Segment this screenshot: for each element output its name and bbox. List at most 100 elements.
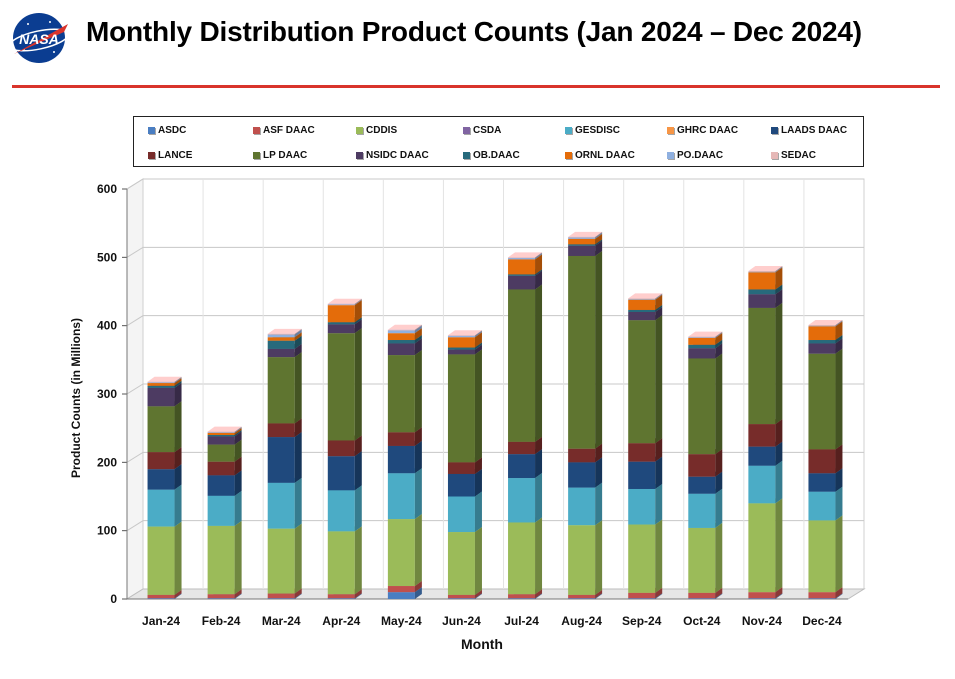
bar-segment	[268, 423, 295, 437]
bar-segment	[568, 488, 595, 526]
bar-segment-side	[475, 492, 482, 533]
y-tick-label: 300	[97, 387, 117, 401]
bar-segment	[448, 532, 475, 595]
bar-segment	[808, 354, 835, 450]
bar-segment	[568, 244, 595, 245]
bar-segment	[328, 490, 355, 531]
bar-segment	[208, 445, 235, 462]
bar-segment	[568, 239, 595, 244]
y-tick-label: 0	[110, 592, 117, 606]
bar-segment	[628, 312, 655, 320]
bar-segment	[628, 299, 655, 300]
bar-segment-side	[535, 517, 542, 594]
bar-segment	[448, 350, 475, 355]
bar-segment	[148, 595, 175, 598]
bar-segment	[628, 300, 655, 310]
bar-segment	[328, 598, 355, 599]
bar-segment	[268, 334, 295, 335]
bar-segment-side	[295, 352, 302, 423]
bar-segment-side	[175, 401, 182, 452]
bar-segment	[748, 289, 775, 294]
x-tick-label: Jul-24	[504, 614, 539, 628]
x-tick-label: Dec-24	[802, 614, 842, 628]
bar-segment-side	[355, 485, 362, 531]
bar-segment	[508, 454, 535, 478]
bar-segment	[688, 338, 715, 345]
bar-segment	[268, 341, 295, 349]
bar-segment	[688, 494, 715, 528]
bar-segment	[148, 452, 175, 469]
bar-segment	[688, 477, 715, 494]
bar-segment	[148, 386, 175, 388]
bar-segment	[328, 324, 355, 333]
bar-segment	[808, 598, 835, 599]
bar-segment-side	[655, 484, 662, 525]
x-tick-label: Feb-24	[202, 614, 241, 628]
bar-segment	[208, 462, 235, 476]
bar-segment	[328, 594, 355, 598]
bar-segment-side	[655, 520, 662, 593]
bar-segment-side	[415, 468, 422, 519]
bar-segment-side	[715, 523, 722, 593]
bar-segment	[208, 432, 235, 433]
bar-segment	[568, 525, 595, 595]
bar-segment	[148, 490, 175, 527]
bar-segment	[268, 349, 295, 357]
bar-segment	[628, 462, 655, 489]
bar-segment-side	[295, 478, 302, 529]
bar-segment-side	[835, 487, 842, 521]
bar-segment	[208, 433, 235, 435]
bar-segment	[148, 406, 175, 452]
bar-segment	[808, 449, 835, 473]
bar-segment	[508, 258, 535, 259]
bar-segment-side	[475, 349, 482, 462]
bar-segment	[388, 446, 415, 473]
bar-segment	[388, 330, 415, 331]
bar-segment	[688, 345, 715, 348]
bar-segment	[148, 382, 175, 383]
bar-segment-side	[475, 527, 482, 595]
bar-segment-side	[595, 457, 602, 487]
bar-segment-side	[535, 473, 542, 522]
bar-segment-side	[775, 461, 782, 504]
bar-segment	[808, 492, 835, 521]
bar-segment	[628, 489, 655, 525]
x-tick-label: Jun-24	[442, 614, 481, 628]
bar-segment	[148, 382, 175, 383]
bar-segment-side	[355, 451, 362, 490]
bar-segment	[148, 598, 175, 599]
bar-segment	[448, 497, 475, 533]
bar-segment	[808, 592, 835, 598]
bar-segment-side	[595, 483, 602, 526]
bar-segment	[628, 443, 655, 461]
bar-segment	[328, 305, 355, 322]
bar-segment	[688, 528, 715, 593]
bar-segment	[508, 594, 535, 598]
bar-segment	[448, 335, 475, 336]
bar-segment	[748, 592, 775, 598]
x-axis-title: Month	[461, 636, 503, 652]
bar-segment	[748, 272, 775, 289]
bar-segment	[448, 354, 475, 462]
bar-segment	[688, 348, 715, 358]
bar-segment	[208, 436, 235, 444]
bar-segment	[388, 432, 415, 446]
y-tick-label: 600	[97, 182, 117, 196]
bar-segment	[448, 598, 475, 599]
bar-segment	[448, 336, 475, 337]
bar-segment	[808, 326, 835, 327]
y-tick-label: 500	[97, 250, 117, 264]
bar-segment	[508, 478, 535, 522]
bar-segment-side	[715, 489, 722, 528]
x-tick-label: Sep-24	[622, 614, 662, 628]
bar-segment	[448, 595, 475, 598]
bar-segment-side	[835, 349, 842, 450]
bar-segment	[208, 526, 235, 594]
bar-segment-side	[655, 457, 662, 489]
bar-segment-side	[535, 449, 542, 478]
bar-segment	[208, 432, 235, 433]
bar-segment	[448, 348, 475, 350]
bar-segment	[628, 593, 655, 598]
x-tick-label: May-24	[381, 614, 422, 628]
bar-segment	[448, 337, 475, 347]
